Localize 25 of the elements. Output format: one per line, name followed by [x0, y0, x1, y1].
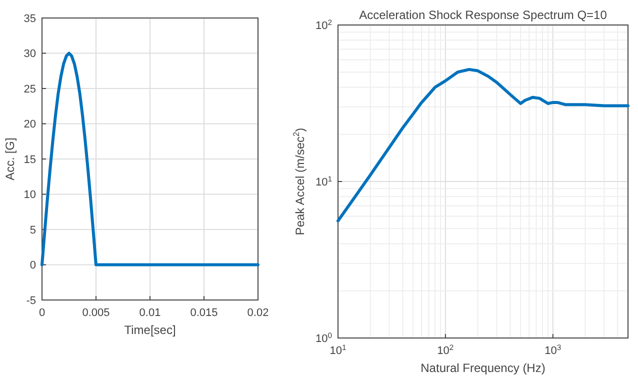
- x-axis-title: Time[sec]: [124, 323, 176, 337]
- y-tick-label: 30: [24, 48, 36, 60]
- y-tick-label: 20: [24, 118, 36, 131]
- y-tick-label: 15: [24, 154, 36, 166]
- y-tick-label: 10$^{1}$: [315, 174, 332, 188]
- y-axis-title: Acc. [G]: [3, 138, 17, 180]
- y-tick-label: -5: [26, 294, 36, 307]
- y-tick-label: 5: [30, 224, 36, 236]
- x-tick-label: 10$^{3}$: [544, 342, 562, 357]
- x-tick-label: 0: [38, 307, 46, 319]
- x-tick-label: 0.005: [82, 307, 110, 319]
- x-tick-label: 0.02: [247, 307, 269, 319]
- y-tick-label: 35: [24, 12, 36, 25]
- x-tick-label: 0.01: [139, 307, 161, 319]
- y-tick-label: 0: [30, 260, 36, 272]
- y-tick-label: 10$^{2}$: [315, 17, 332, 32]
- x-tick-label: 10$^{2}$: [437, 342, 454, 357]
- chart-title: Acceleration Shock Response Spectrum Q=10: [359, 8, 608, 22]
- y-tick-label: 25: [24, 83, 36, 96]
- y-tick-label: 10$^{0}$: [315, 330, 332, 345]
- y-tick-label: 10: [24, 189, 36, 202]
- x-tick-label: 0.015: [190, 307, 218, 319]
- line-series: [40, 52, 260, 266]
- x-axis-title: Natural Frequency (Hz): [420, 361, 546, 375]
- x-tick-label: 10$^{1}$: [330, 342, 346, 357]
